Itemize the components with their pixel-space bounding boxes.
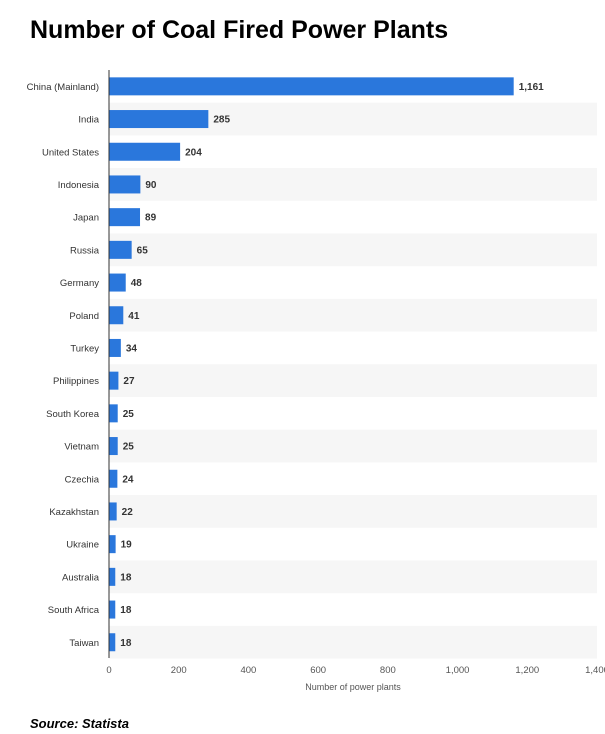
bar-philippines — [109, 371, 119, 390]
bar-vietnam — [109, 437, 118, 456]
bar-china-mainland — [109, 77, 514, 96]
category-label: Turkey — [70, 343, 99, 354]
x-tick-label: 200 — [171, 665, 187, 676]
x-axis-ticks: 0 200 400 600 800 1,000 1,200 1,400 — [106, 665, 605, 676]
row-stripe — [109, 298, 597, 332]
x-tick-label: 400 — [240, 665, 256, 676]
category-label: Poland — [69, 311, 99, 322]
value-label: 25 — [123, 442, 135, 453]
row-stripes — [109, 102, 597, 659]
category-label: Japan — [73, 213, 99, 224]
bar-taiwan — [109, 633, 116, 652]
value-label: 41 — [128, 311, 140, 322]
bar-poland — [109, 306, 124, 325]
x-tick-label: 1,400 — [585, 665, 605, 676]
bar-czechia — [109, 469, 118, 488]
bar-indonesia — [109, 175, 141, 194]
category-label: Ukraine — [66, 540, 99, 551]
bar-south-africa — [109, 600, 116, 619]
bar-kazakhstan — [109, 502, 117, 521]
value-label: 19 — [121, 540, 133, 551]
bars — [109, 77, 514, 652]
value-label: 89 — [145, 213, 157, 224]
category-label: China (Mainland) — [27, 82, 99, 93]
value-label: 18 — [120, 638, 132, 649]
value-label: 34 — [126, 343, 138, 354]
bar-ukraine — [109, 535, 116, 554]
bar-turkey — [109, 338, 121, 357]
value-label: 24 — [122, 474, 134, 485]
x-axis-title: Number of power plants — [305, 682, 401, 692]
bar-russia — [109, 240, 132, 259]
category-label: Russia — [70, 245, 100, 256]
value-label: 25 — [123, 409, 135, 420]
x-tick-label: 0 — [106, 665, 111, 676]
bar-united-states — [109, 142, 181, 161]
category-label: Taiwan — [69, 638, 99, 649]
value-label: 18 — [120, 605, 132, 616]
value-labels: 1,161 285 204 90 89 65 48 41 34 27 25 25 24 22 19 18 18 1… — [120, 82, 544, 649]
value-label: 90 — [145, 180, 157, 191]
category-label: South Africa — [48, 605, 100, 616]
row-stripe — [109, 429, 597, 463]
row-stripe — [109, 495, 597, 528]
category-label: Kazakhstan — [49, 507, 99, 518]
category-label: Indonesia — [58, 180, 100, 191]
x-tick-label: 800 — [380, 665, 396, 676]
value-label: 48 — [131, 278, 143, 289]
x-tick-label: 1,000 — [446, 665, 470, 676]
row-stripe — [109, 233, 597, 267]
category-label: Germany — [60, 278, 99, 289]
chart-title: Number of Coal Fired Power Plants — [30, 16, 449, 44]
category-label: Vietnam — [64, 442, 99, 453]
category-label: Australia — [62, 572, 100, 583]
category-label: Philippines — [53, 376, 99, 387]
value-label: 27 — [123, 376, 135, 387]
row-stripe — [109, 364, 597, 397]
category-labels: China (Mainland) India United States Indone… — [27, 82, 100, 649]
x-tick-label: 1,200 — [515, 665, 539, 676]
bar-south-korea — [109, 404, 118, 423]
value-label: 18 — [120, 572, 132, 583]
row-stripe — [109, 560, 597, 594]
bar-australia — [109, 567, 116, 586]
category-label: Czechia — [65, 474, 100, 485]
bar-india — [109, 110, 209, 129]
bar-japan — [109, 208, 141, 227]
category-label: South Korea — [46, 409, 100, 420]
bar-chart: China (Mainland) India United States Indone… — [27, 70, 605, 692]
value-label: 1,161 — [519, 82, 544, 93]
value-label: 22 — [122, 507, 134, 518]
value-label: 204 — [185, 147, 202, 158]
row-stripe — [109, 168, 597, 201]
source-note: Source: Statista — [30, 716, 129, 731]
bar-germany — [109, 273, 126, 292]
row-stripe — [109, 625, 597, 659]
value-label: 65 — [137, 245, 149, 256]
value-label: 285 — [213, 115, 230, 126]
category-label: India — [78, 115, 99, 126]
x-tick-label: 600 — [310, 665, 326, 676]
category-label: United States — [42, 147, 99, 158]
